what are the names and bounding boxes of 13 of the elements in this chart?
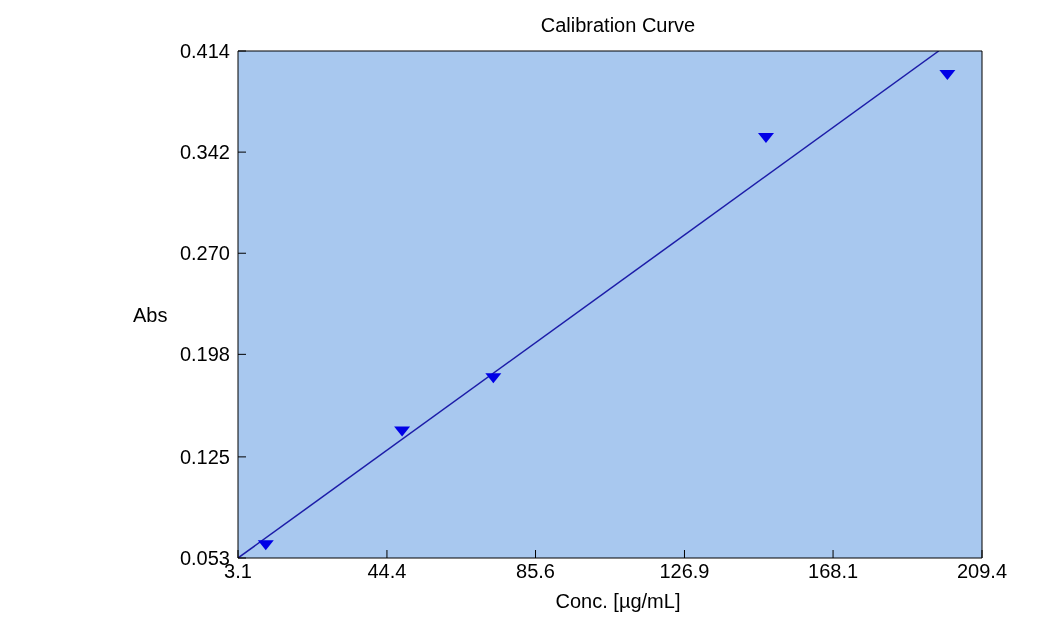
x-tick-label: 209.4 (956, 560, 1008, 583)
y-tick-label: 0.270 (179, 242, 230, 265)
y-tick-label: 0.414 (179, 40, 230, 63)
x-tick-label: 85.6 (516, 560, 555, 583)
y-tick-label: 0.198 (179, 343, 230, 366)
x-tick-label: 168.1 (808, 560, 859, 583)
x-axis-title: Conc. [µg/mL] (554, 590, 682, 613)
y-tick-label: 0.342 (179, 141, 230, 164)
y-tick-label: 0.125 (179, 445, 230, 468)
x-tick-label: 126.9 (659, 560, 710, 583)
x-tick-label: 44.4 (367, 560, 407, 583)
y-axis-title: Abs (133, 304, 168, 327)
chart-title: Calibration Curve (539, 14, 697, 37)
